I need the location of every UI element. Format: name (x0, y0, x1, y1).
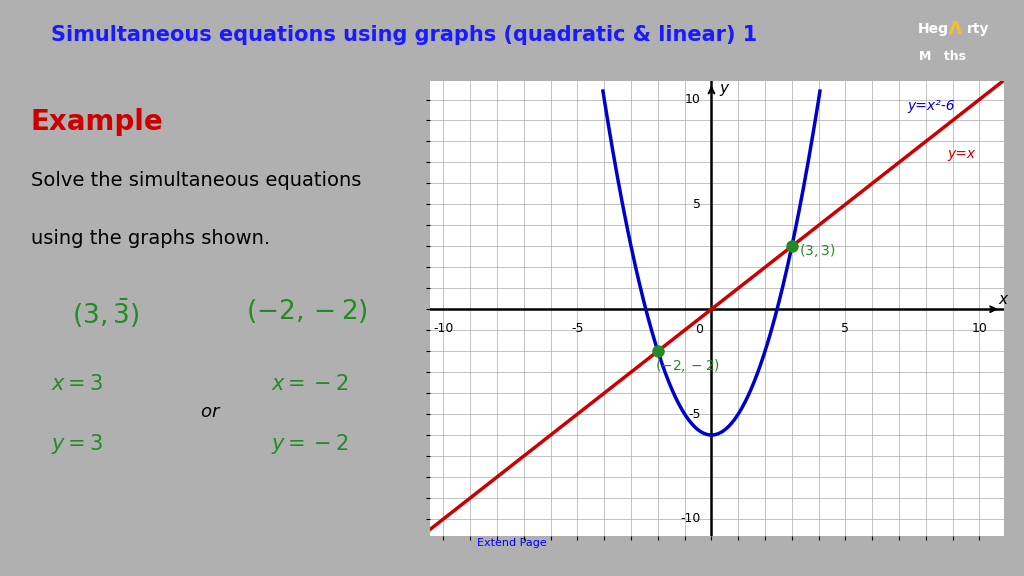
Text: $y=3$: $y=3$ (51, 432, 103, 456)
Text: -5: -5 (571, 322, 584, 335)
Text: $(3,3)$: $(3,3)$ (799, 242, 835, 259)
Text: -10: -10 (680, 513, 700, 525)
Text: ✓: ✓ (722, 103, 737, 121)
Text: $(-2,-2)$: $(-2,-2)$ (655, 357, 720, 374)
Text: $y\ =\ x^2 - 6$: $y\ =\ x^2 - 6$ (584, 170, 706, 200)
Text: 10: 10 (972, 322, 987, 335)
Text: $x$: $x$ (997, 292, 1010, 307)
Text: M  ths: M ths (919, 50, 966, 63)
Text: $y=-2$: $y=-2$ (271, 432, 348, 456)
Text: $y\ =\ x$: $y\ =\ x$ (584, 108, 654, 128)
Text: $x=-2$: $x=-2$ (271, 374, 348, 394)
Text: 5: 5 (692, 198, 700, 211)
Text: using the graphs shown.: using the graphs shown. (31, 229, 270, 248)
Text: $y$: $y$ (720, 82, 731, 98)
Text: $or$: $or$ (200, 403, 221, 421)
Text: y=x²-6: y=x²-6 (907, 99, 955, 113)
Text: Λ: Λ (948, 20, 962, 38)
Text: -10: -10 (433, 322, 454, 335)
Text: 5: 5 (842, 322, 850, 335)
Text: rty: rty (967, 22, 989, 36)
Text: $(3,\bar{3})$: $(3,\bar{3})$ (72, 297, 139, 330)
Text: Heg: Heg (918, 22, 948, 36)
Text: Simultaneous equations using graphs (quadratic & linear) 1: Simultaneous equations using graphs (qua… (51, 25, 758, 44)
Text: y=x: y=x (947, 147, 976, 161)
Text: Solve the simultaneous equations: Solve the simultaneous equations (31, 170, 361, 190)
Text: $(-2, -2)$: $(-2, -2)$ (246, 297, 368, 324)
Text: Example: Example (31, 108, 164, 136)
Text: 10: 10 (685, 93, 700, 106)
Text: -5: -5 (688, 408, 700, 420)
Text: Extend Page: Extend Page (477, 538, 547, 548)
Text: 0: 0 (695, 323, 703, 336)
Text: $x=3$: $x=3$ (51, 374, 103, 394)
